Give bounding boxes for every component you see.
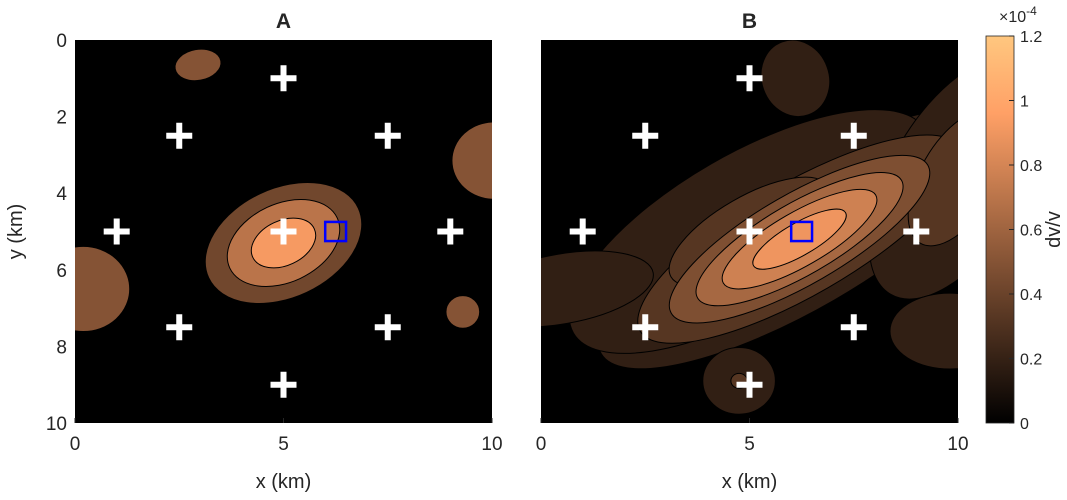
y-tick-label: 10 <box>46 414 67 435</box>
colorbar-tick-label: 0.4 <box>1020 287 1042 304</box>
station-marker <box>840 122 867 149</box>
y-tick-label: 4 <box>56 184 67 205</box>
panel-b-target-box <box>789 220 814 243</box>
panel-b-contour-band <box>907 109 958 247</box>
panel-b-contour-band <box>889 292 958 370</box>
x-tick-label: 0 <box>70 434 81 455</box>
colorbar-tick-label: 1.2 <box>1020 29 1042 46</box>
colorbar-exponent-power: -4 <box>1026 4 1037 18</box>
x-tick-label: 0 <box>536 434 547 455</box>
station-marker <box>632 314 659 341</box>
station-marker <box>569 218 596 245</box>
x-tick-label: 10 <box>481 434 502 455</box>
panel-a-y-label: y (km) <box>5 204 27 260</box>
colorbar-tick-label: 1 <box>1020 94 1029 111</box>
station-marker <box>374 122 401 149</box>
station-marker <box>270 218 297 245</box>
panel-a-x-ticks: 0 5 10 <box>70 418 503 455</box>
panel-b-stations <box>569 65 930 398</box>
panel-b-contour-band <box>541 250 654 328</box>
station-marker <box>270 65 297 92</box>
station-marker <box>166 314 193 341</box>
colorbar-tick-label: 0.8 <box>1020 158 1042 175</box>
panel-a-x-label: x (km) <box>256 471 312 493</box>
panel-b: B 0 5 10 x (km) <box>536 10 969 493</box>
station-marker <box>736 218 763 245</box>
station-marker <box>840 314 867 341</box>
colorbar: 0 0.2 0.4 0.6 0.8 1 1.2 ×10-4 dv/v <box>985 4 1065 433</box>
panel-a-y-ticks: 0 2 4 6 8 10 <box>46 31 68 435</box>
panel-a-title: A <box>276 10 291 33</box>
panel-b-x-ticks: 0 5 10 <box>536 418 969 455</box>
panel-a: A 0 5 10 0 2 4 6 8 10 x (km) y (km) <box>5 10 503 493</box>
x-tick-label: 10 <box>947 434 968 455</box>
panel-b-x-label: x (km) <box>722 471 778 493</box>
y-tick-label: 2 <box>56 108 67 129</box>
panel-a-patch <box>174 48 222 82</box>
panel-a-patch <box>445 295 481 329</box>
colorbar-exponent-base: ×10 <box>999 9 1026 26</box>
colorbar-tick-label: 0.6 <box>1020 223 1042 240</box>
y-tick-label: 8 <box>56 337 67 358</box>
panel-b-title: B <box>742 10 757 33</box>
colorbar-tick-label: 0 <box>1020 416 1029 433</box>
colorbar-label: dv/v <box>1043 211 1065 248</box>
colorbar-exponent: ×10-4 <box>999 4 1037 26</box>
colorbar-tick-label: 0.2 <box>1020 352 1042 369</box>
station-marker <box>736 371 763 398</box>
station-marker <box>270 371 297 398</box>
station-marker <box>166 122 193 149</box>
station-marker <box>736 65 763 92</box>
station-marker <box>903 218 930 245</box>
station-marker <box>103 218 130 245</box>
station-marker <box>437 218 464 245</box>
panel-a-patch <box>75 245 131 333</box>
panel-a-stations <box>103 65 464 398</box>
panel-a-target-box <box>323 220 348 243</box>
colorbar-ticks: 0 0.2 0.4 0.6 0.8 1 1.2 <box>1009 29 1042 433</box>
x-tick-label: 5 <box>278 434 289 455</box>
y-tick-label: 0 <box>56 31 67 52</box>
station-marker <box>374 314 401 341</box>
x-tick-label: 5 <box>744 434 755 455</box>
panel-a-patch <box>451 121 492 200</box>
panel-b-contour-band <box>760 40 831 117</box>
station-marker <box>632 122 659 149</box>
y-tick-label: 6 <box>56 261 67 282</box>
